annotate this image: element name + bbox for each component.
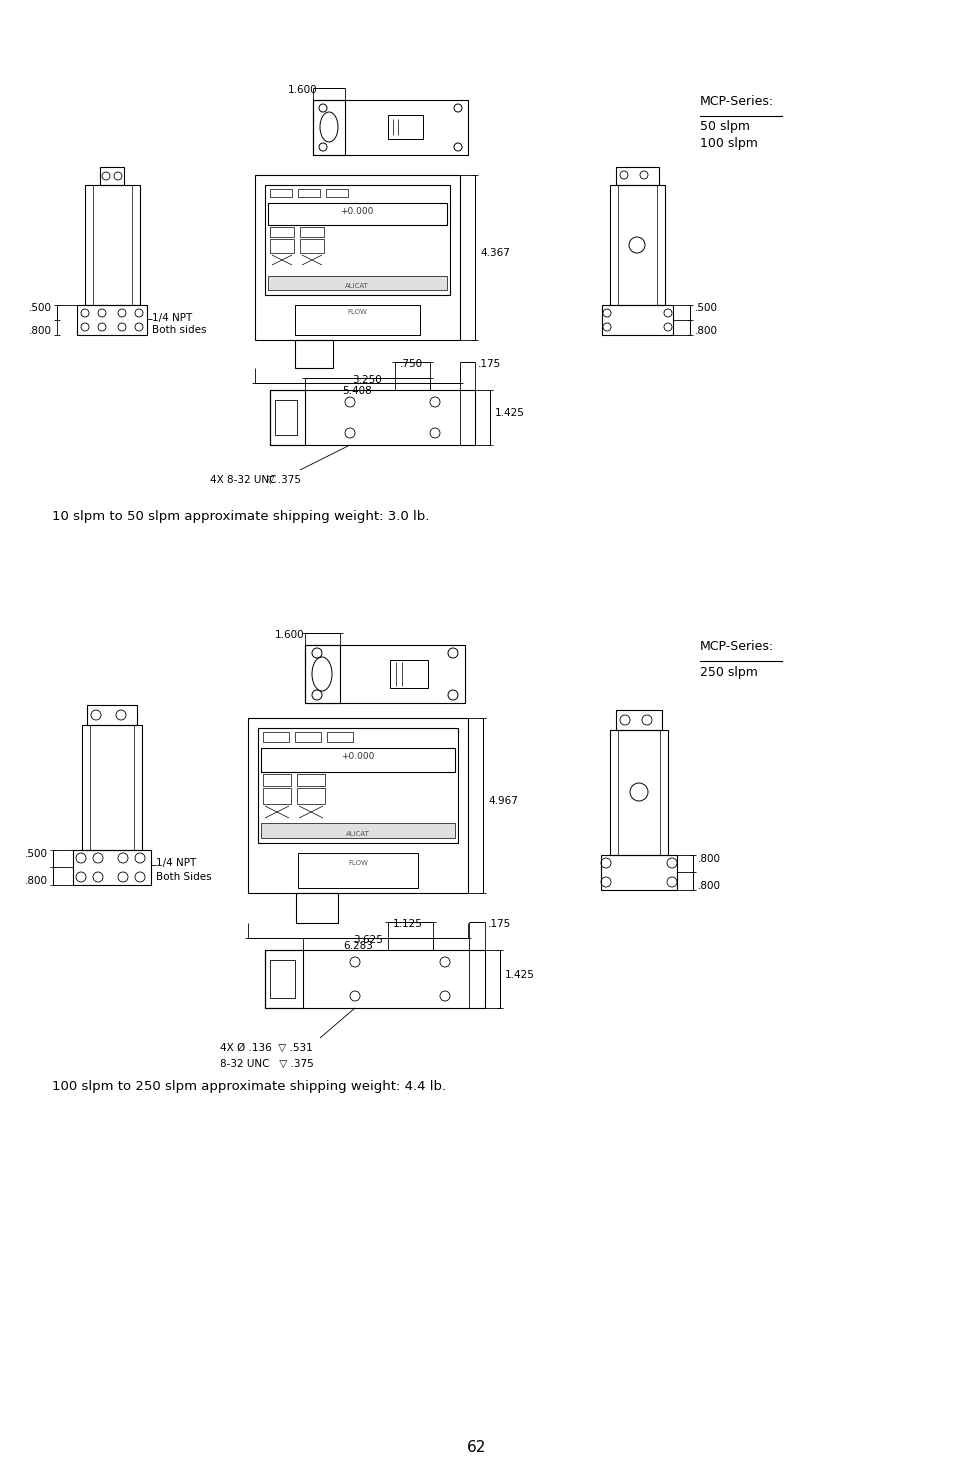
Text: .800: .800	[29, 326, 52, 336]
Bar	[313, 100, 345, 155]
Bar	[388, 115, 422, 139]
Bar	[270, 189, 292, 198]
Bar	[261, 823, 455, 838]
Bar	[390, 659, 428, 687]
Bar	[268, 204, 447, 226]
Bar	[100, 167, 124, 184]
Text: 3.625: 3.625	[353, 935, 382, 945]
Text: Both Sides: Both Sides	[156, 872, 212, 882]
Bar	[263, 774, 291, 786]
Bar	[270, 389, 305, 445]
Text: 5.408: 5.408	[342, 386, 372, 395]
Bar	[77, 305, 147, 335]
Bar	[296, 788, 325, 804]
Bar	[73, 850, 151, 885]
Bar	[313, 100, 468, 155]
Text: 1.425: 1.425	[495, 409, 524, 417]
Bar	[82, 726, 142, 850]
Text: 1/4 NPT: 1/4 NPT	[156, 858, 196, 867]
Text: 4.367: 4.367	[479, 248, 509, 258]
Text: 1/4 NPT: 1/4 NPT	[152, 313, 193, 323]
Bar	[274, 400, 296, 435]
Bar	[261, 748, 455, 771]
Text: FLOW: FLOW	[348, 860, 368, 866]
Text: 1.600: 1.600	[288, 86, 317, 94]
Text: 6.283: 6.283	[343, 941, 373, 951]
Bar	[600, 855, 677, 889]
Text: 250 slpm: 250 slpm	[700, 667, 757, 678]
Text: +0.000: +0.000	[341, 752, 375, 761]
Bar	[326, 189, 348, 198]
Bar	[257, 729, 457, 844]
Text: .500: .500	[25, 850, 48, 858]
Text: 4X Ø .136  ▽ .531: 4X Ø .136 ▽ .531	[220, 1043, 313, 1053]
Bar	[263, 732, 289, 742]
Text: .800: .800	[25, 876, 48, 886]
Bar	[294, 341, 333, 367]
Bar	[294, 732, 320, 742]
Text: .175: .175	[488, 919, 511, 929]
Text: .175: .175	[477, 358, 500, 369]
Text: 1.125: 1.125	[393, 919, 422, 929]
Text: ▽ .375: ▽ .375	[260, 475, 301, 485]
Text: 100 slpm: 100 slpm	[700, 137, 757, 150]
Text: .800: .800	[698, 881, 720, 891]
Text: .500: .500	[695, 302, 718, 313]
Bar	[299, 227, 324, 237]
Text: 4.967: 4.967	[488, 796, 517, 805]
Bar	[87, 705, 137, 726]
Bar	[601, 305, 672, 335]
Text: MCP-Series:: MCP-Series:	[700, 640, 773, 653]
Bar	[254, 176, 459, 341]
Bar	[327, 732, 353, 742]
Text: .750: .750	[399, 358, 423, 369]
Text: FLOW: FLOW	[347, 308, 367, 316]
Bar	[248, 718, 468, 892]
Bar	[609, 184, 664, 305]
Text: MCP-Series:: MCP-Series:	[700, 94, 773, 108]
Text: 50 slpm: 50 slpm	[700, 119, 749, 133]
Text: 100 slpm to 250 slpm approximate shipping weight: 4.4 lb.: 100 slpm to 250 slpm approximate shippin…	[52, 1080, 446, 1093]
Text: .800: .800	[698, 854, 720, 864]
Bar	[85, 184, 140, 305]
Bar	[295, 892, 337, 923]
Bar	[268, 276, 447, 291]
Bar	[265, 950, 303, 1007]
Bar	[609, 730, 667, 856]
Bar	[305, 645, 339, 704]
Text: 1.425: 1.425	[504, 971, 535, 979]
Bar	[305, 645, 464, 704]
Bar	[297, 189, 319, 198]
Bar	[270, 960, 294, 999]
Text: ALICAT: ALICAT	[345, 283, 369, 289]
Text: 3.250: 3.250	[352, 375, 381, 385]
Text: 8-32 UNC   ▽ .375: 8-32 UNC ▽ .375	[220, 1059, 314, 1069]
Bar	[616, 167, 659, 184]
Text: +0.000: +0.000	[340, 207, 374, 215]
Text: 1.600: 1.600	[274, 630, 304, 640]
Bar	[270, 239, 294, 254]
Bar	[616, 709, 661, 730]
Text: .800: .800	[695, 326, 718, 336]
Bar	[294, 305, 419, 335]
Text: ALICAT: ALICAT	[346, 830, 370, 836]
Bar	[263, 788, 291, 804]
Text: Both sides: Both sides	[152, 324, 206, 335]
Text: 10 slpm to 50 slpm approximate shipping weight: 3.0 lb.: 10 slpm to 50 slpm approximate shipping …	[52, 510, 429, 524]
Bar	[265, 184, 450, 295]
Bar	[296, 774, 325, 786]
Bar	[297, 853, 417, 888]
Bar	[299, 239, 324, 254]
Text: .500: .500	[29, 302, 52, 313]
Bar	[270, 227, 294, 237]
Text: 62: 62	[467, 1440, 486, 1454]
Bar	[270, 389, 475, 445]
Bar	[265, 950, 484, 1007]
Text: 4X 8-32 UNC: 4X 8-32 UNC	[210, 475, 276, 485]
